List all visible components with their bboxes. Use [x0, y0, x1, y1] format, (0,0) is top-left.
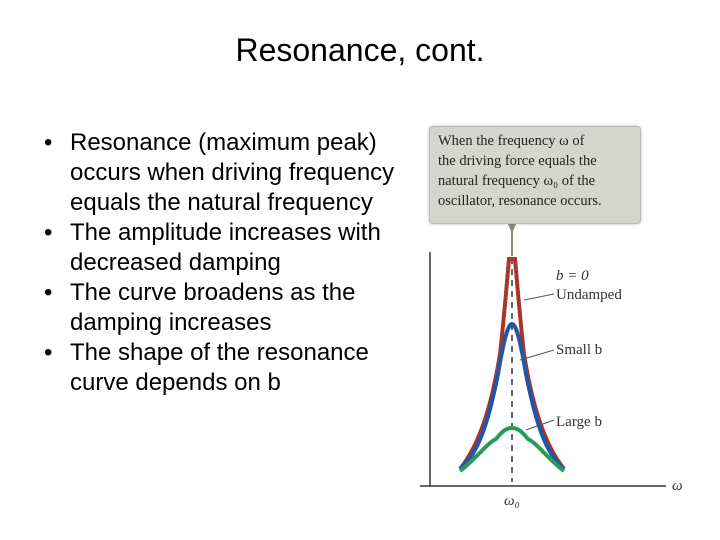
- small-b-label: Small b: [556, 342, 602, 358]
- caption-line: oscillator, resonance occurs.: [438, 193, 602, 209]
- caption-line: natural frequency ω₀ of the: [438, 173, 596, 189]
- resonance-curve-plot: A ω ω₀ b = 0 Undamped Small b Large b: [420, 224, 683, 509]
- large-b-pointer: [525, 419, 555, 431]
- b-zero-label: b = 0: [556, 268, 589, 284]
- x-tick-label: ω₀: [504, 493, 520, 509]
- caption-box: When the frequency ω of the driving forc…: [429, 126, 641, 224]
- bullet-item: Resonance (maximum peak) occurs when dri…: [44, 128, 414, 218]
- caption-line: the driving force equals the: [438, 153, 597, 169]
- caption-line: When the frequency ω of: [438, 133, 585, 149]
- small-b-pointer: [519, 349, 555, 361]
- large-b-label: Large b: [556, 414, 602, 430]
- slide-title: Resonance, cont.: [235, 32, 485, 68]
- x-axis-label: ω: [672, 478, 683, 494]
- undamped-label: Undamped: [556, 287, 622, 303]
- bullet-item: The curve broadens as the damping increa…: [44, 278, 414, 338]
- bullet-item: The amplitude increases with decreased d…: [44, 218, 414, 278]
- large-damping-curve: [458, 425, 566, 473]
- undamped-pointer: [523, 293, 555, 301]
- small-damping-curve: [458, 321, 566, 471]
- bullet-list: Resonance (maximum peak) occurs when dri…: [44, 128, 414, 398]
- resonance-figure: A ω ω₀ b = 0 Undamped Small b Large b Wh…: [420, 124, 702, 516]
- bullet-item: The shape of the resonance curve depends…: [44, 338, 414, 398]
